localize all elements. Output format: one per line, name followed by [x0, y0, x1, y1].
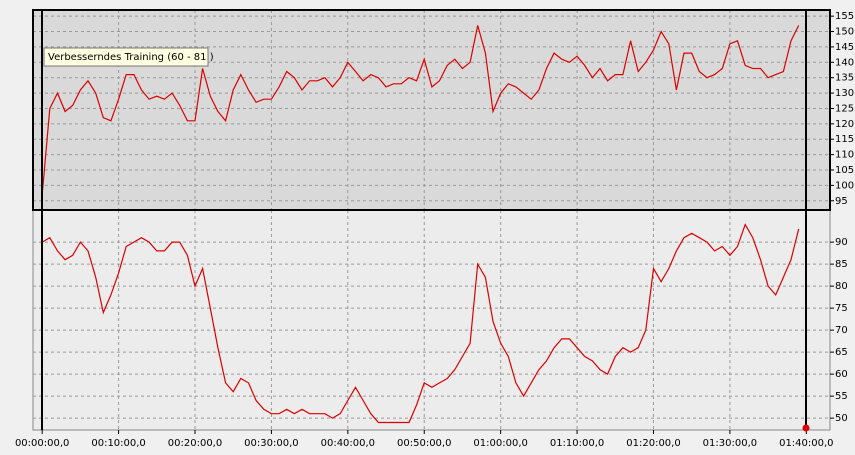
overlay	[32, 9, 831, 432]
y-tick-label: 95	[835, 196, 848, 207]
tooltip-text: Verbesserndes Training (60 - 81 )	[48, 52, 214, 63]
y-tick-label: 115	[835, 134, 854, 145]
panel-frame	[32, 9, 831, 211]
y-tick-label: 75	[835, 303, 848, 314]
x-tick-label: 00:20:00,0	[168, 438, 222, 449]
x-tick-label: 01:30:00,0	[703, 438, 757, 449]
y-tick-label: 105	[835, 165, 854, 176]
y-tick-label: 145	[835, 42, 854, 53]
x-tick-label: 00:40:00,0	[321, 438, 375, 449]
y-tick-label: 65	[835, 347, 848, 358]
x-tick-label: 01:00:00,0	[473, 438, 527, 449]
plot-area	[32, 9, 831, 211]
y-tick-label: 135	[835, 73, 854, 84]
tooltip-box	[43, 47, 209, 67]
x-tick-label: 00:10:00,0	[91, 438, 145, 449]
y-tick-label: 140	[835, 57, 854, 68]
cursor-marker	[802, 424, 810, 432]
x-tick-label: 01:20:00,0	[626, 438, 680, 449]
x-tick-label: 01:40:00,0	[779, 438, 833, 449]
x-tick-label: 01:10:00,0	[550, 438, 604, 449]
x-tick-label: 00:00:00,0	[15, 438, 69, 449]
y-tick-label: 110	[835, 150, 854, 161]
y-tick-label: 125	[835, 103, 854, 114]
plot-area	[32, 209, 831, 431]
y-tick-label: 60	[835, 369, 848, 380]
y-tick-label: 50	[835, 413, 848, 424]
x-tick-label: 00:50:00,0	[397, 438, 451, 449]
y-tick-label: 70	[835, 325, 848, 336]
y-tick-label: 100	[835, 180, 854, 191]
panels: 95 100 105 110 115 120 125 130 135 140 145 150 155 Ve…	[15, 9, 854, 449]
y-tick-label: 85	[835, 259, 848, 270]
y-tick-label: 80	[835, 281, 848, 292]
x-tick-label: 00:30:00,0	[244, 438, 298, 449]
y-tick-label: 150	[835, 27, 854, 38]
data-line	[41, 223, 800, 424]
y-tick-label: 90	[835, 237, 848, 248]
y-tick-label: 155	[835, 11, 854, 22]
y-tick-label: 55	[835, 391, 848, 402]
data-line	[41, 25, 800, 195]
y-tick-label: 130	[835, 88, 854, 99]
y-tick-label: 120	[835, 119, 854, 130]
